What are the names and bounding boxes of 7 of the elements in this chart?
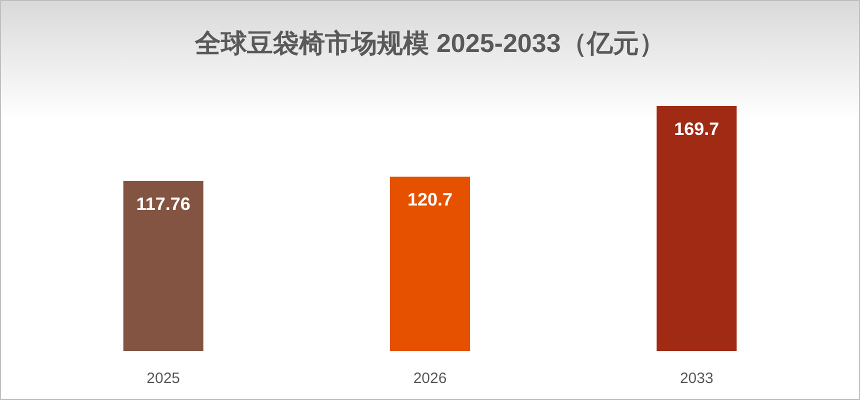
x-tick-label: 2026 [413,370,447,387]
title: 全球豆袋椅市场规模 2025-2033（亿元） [195,28,665,58]
x-tick-label: 2025 [146,370,180,387]
x-tick-label: 2033 [680,370,714,387]
data-label: 120.7 [407,190,453,210]
data-label: 169.7 [674,119,720,139]
data-label: 117.76 [136,194,190,214]
